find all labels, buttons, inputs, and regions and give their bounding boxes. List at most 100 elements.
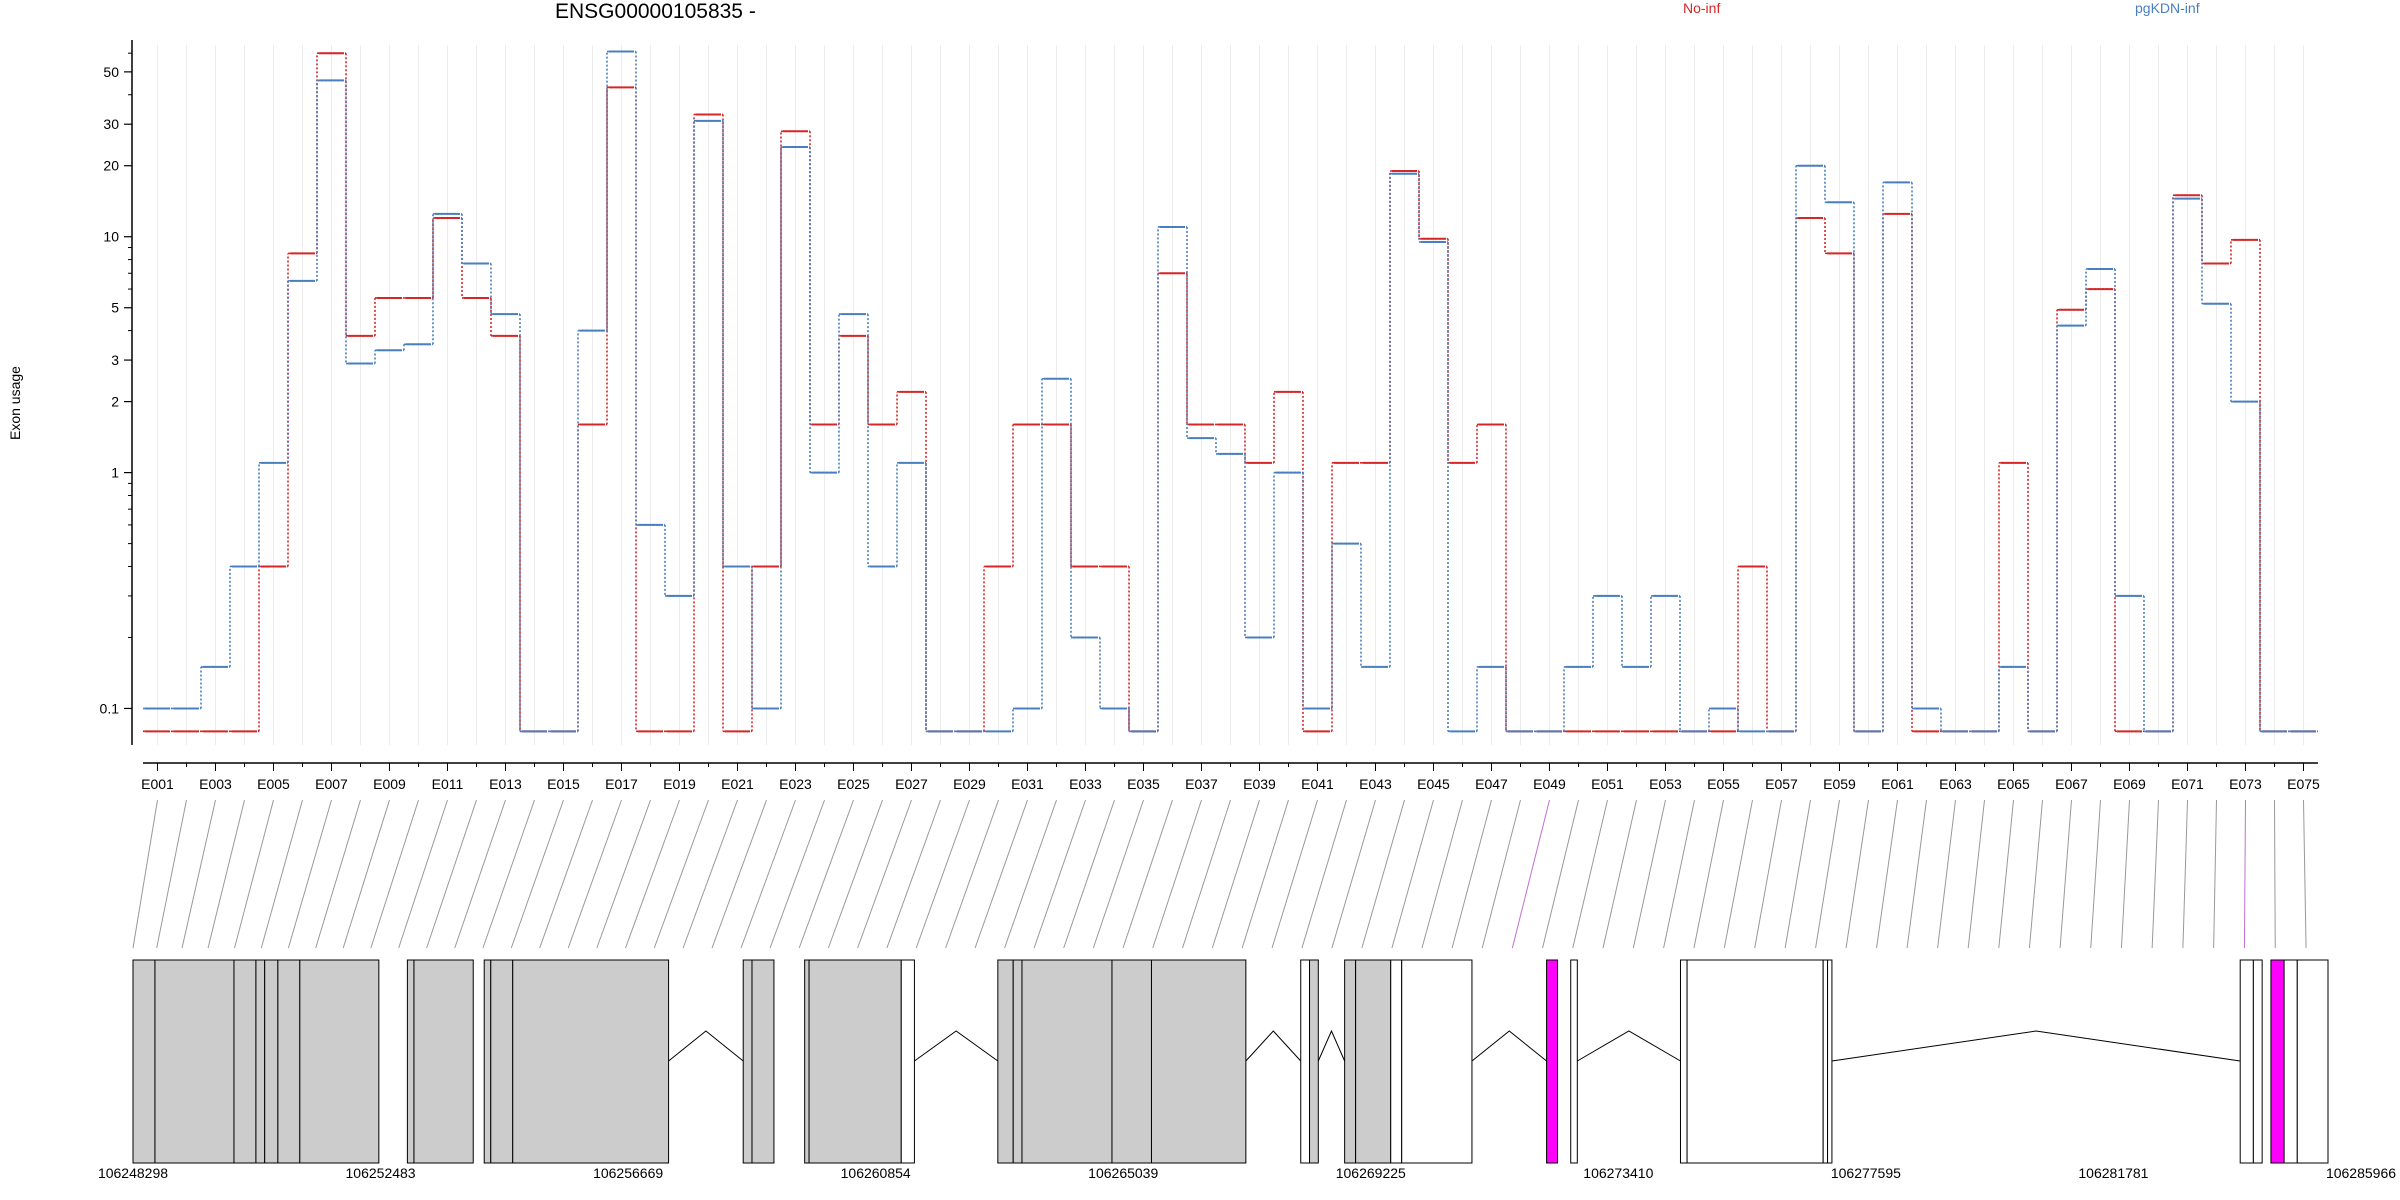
y-tick-label: 10 <box>103 229 119 245</box>
exon-connector <box>1723 799 1753 949</box>
exon-block <box>804 959 810 1164</box>
exon-connector <box>482 799 535 949</box>
exon-connector <box>1301 799 1347 949</box>
exon-connector <box>207 799 245 949</box>
legend-pgkdn-inf: pgKDN-inf <box>2135 0 2200 16</box>
exon-connector <box>234 799 274 949</box>
exon-connector <box>1361 799 1405 949</box>
exon-connector <box>1572 799 1608 949</box>
exon-connector <box>1815 799 1840 949</box>
exon-connector <box>769 799 825 949</box>
exon-connector <box>1391 799 1434 949</box>
exon-connector <box>156 799 187 949</box>
exon-connector <box>1063 799 1115 949</box>
exon-connector <box>1092 799 1144 949</box>
intron-line <box>1577 1030 1681 1062</box>
x-tick-label: E023 <box>779 776 812 792</box>
exon-connector <box>2090 799 2101 949</box>
intron-line <box>1831 1030 2241 1062</box>
exon-connector <box>1122 799 1173 949</box>
exon-connector <box>2059 799 2072 949</box>
exon-block <box>490 959 514 1164</box>
exon-connector <box>711 799 767 949</box>
exon-connector <box>1845 799 1869 949</box>
y-tick-label: 0.1 <box>100 700 120 716</box>
legend-no-inf: No-inf <box>1683 0 1721 16</box>
exon-connector <box>1211 799 1260 949</box>
intron-line <box>1471 1030 1547 1062</box>
coordinate-label: 106256669 <box>593 1165 663 1181</box>
highlighted-exon <box>2270 959 2285 1164</box>
x-tick-label: E051 <box>1591 776 1624 792</box>
exon-connector <box>1241 799 1289 949</box>
exon-connector <box>2274 799 2276 949</box>
exon-block <box>997 959 1014 1164</box>
coordinate-label: 106285966 <box>2326 1165 2396 1181</box>
exon-connector <box>370 799 419 949</box>
exon-block <box>1401 959 1473 1164</box>
exon-block <box>808 959 902 1164</box>
x-tick-label: E025 <box>837 776 870 792</box>
y-tick-label: 5 <box>111 300 119 316</box>
x-tick-label: E019 <box>663 776 696 792</box>
exon-connector <box>1271 799 1318 949</box>
exon-block <box>1686 959 1824 1164</box>
exon-connector <box>2028 799 2043 949</box>
coordinate-label: 106248298 <box>98 1165 168 1181</box>
x-tick-label: E063 <box>1939 776 1972 792</box>
exon-block <box>1679 959 1688 1164</box>
x-tick-label: E075 <box>2287 776 2320 792</box>
exon-connector <box>1967 799 1985 949</box>
exon-connector <box>596 799 651 949</box>
exon-block <box>2283 959 2298 1164</box>
exon-block <box>264 959 279 1164</box>
intron-line <box>1317 1029 1346 1062</box>
exon-connector <box>2303 799 2307 949</box>
x-tick-label: E033 <box>1069 776 1102 792</box>
exon-connector <box>1693 799 1724 949</box>
exon-connector <box>1906 799 1927 949</box>
exon-connector <box>454 799 506 949</box>
y-tick-label: 1 <box>111 465 119 481</box>
x-tick-label: E055 <box>1707 776 1740 792</box>
exon-connector <box>653 799 709 949</box>
exon-connector <box>398 799 448 949</box>
exon-block <box>1150 959 1247 1164</box>
exon-connector <box>886 799 941 949</box>
x-tick-label: E031 <box>1011 776 1044 792</box>
x-tick-label: E013 <box>489 776 522 792</box>
x-tick-label: E045 <box>1417 776 1450 792</box>
exon-connector <box>2182 799 2188 949</box>
exon-block <box>2296 959 2329 1164</box>
exon-connector <box>2243 799 2246 949</box>
coordinate-label: 106273410 <box>1583 1165 1653 1181</box>
x-tick-label: E071 <box>2171 776 2204 792</box>
x-tick-label: E011 <box>432 776 464 792</box>
x-tick-label: E067 <box>2055 776 2088 792</box>
exon-connector <box>2213 799 2217 949</box>
x-tick-label: E009 <box>373 776 406 792</box>
exon-connector <box>915 799 970 949</box>
intron-line <box>668 1030 744 1062</box>
x-tick-label: E073 <box>2229 776 2262 792</box>
coordinate-label: 106252483 <box>346 1165 416 1181</box>
exon-block <box>1309 959 1319 1164</box>
exon-connector <box>798 799 854 949</box>
exon-block <box>1111 959 1152 1164</box>
y-tick-label: 30 <box>103 116 119 132</box>
exon-connector <box>1754 799 1782 949</box>
exon-block <box>1355 959 1392 1164</box>
exon-block <box>1570 959 1578 1164</box>
exon-connector <box>539 799 593 949</box>
coordinate-label: 106277595 <box>1831 1165 1901 1181</box>
exon-connector <box>974 799 1028 949</box>
exon-block <box>1300 959 1311 1164</box>
y-tick-label: 2 <box>111 394 119 410</box>
exon-connector <box>181 799 216 949</box>
exon-connector <box>945 799 999 949</box>
exon-connector <box>1542 799 1579 949</box>
exon-block <box>512 959 670 1164</box>
x-tick-label: E039 <box>1243 776 1276 792</box>
x-tick-label: E005 <box>257 776 290 792</box>
exon-block <box>132 959 156 1164</box>
